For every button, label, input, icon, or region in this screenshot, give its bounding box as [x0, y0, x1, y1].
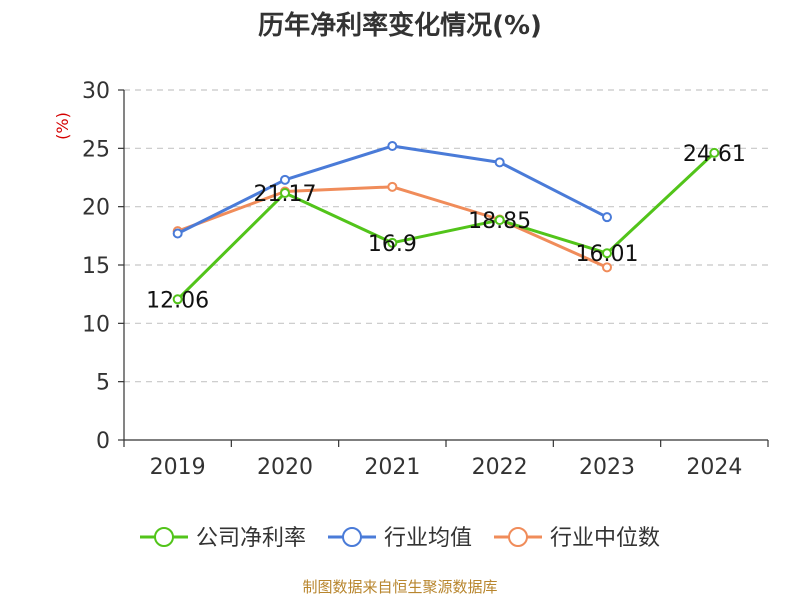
data-point	[387, 181, 398, 192]
data-point	[172, 294, 183, 305]
series	[172, 141, 720, 305]
x-tick-label: 2024	[686, 455, 742, 480]
x-tick-label: 2020	[257, 455, 313, 480]
y-tick-label: 30	[82, 79, 110, 104]
data-point	[280, 174, 290, 185]
legend-swatch-marker	[342, 527, 362, 547]
y-tick-label: 10	[82, 312, 110, 337]
chart-title: 历年净利率变化情况(%)	[258, 10, 542, 41]
y-tick-label: 5	[96, 371, 110, 396]
y-tick-label: 0	[96, 429, 110, 454]
legend-item: 公司净利率	[140, 526, 306, 551]
y-tick-label: 20	[82, 196, 110, 221]
axes: 0 5 10 15 20 25 30 2019 2020 2021 2022 2023 2024	[82, 79, 769, 480]
source-note: 制图数据来自恒生聚源数据库	[302, 578, 497, 596]
y-tick-label: 25	[82, 137, 110, 162]
data-point	[602, 212, 612, 223]
y-tick-label: 15	[82, 254, 110, 279]
data-label: 12.06	[146, 288, 209, 313]
legend-label: 公司净利率	[196, 526, 306, 551]
data-point	[494, 215, 505, 226]
data-labels: 12.06 21.17 16.9 18.85 16.01 24.61	[146, 142, 746, 313]
legend-swatch-marker	[508, 527, 528, 547]
data-label: 16.01	[576, 242, 639, 267]
x-tick-label: 2023	[579, 455, 635, 480]
data-point	[387, 141, 398, 151]
data-label: 24.61	[683, 142, 746, 167]
legend-item: 行业均值	[328, 526, 472, 551]
series-line	[176, 151, 716, 301]
legend-label: 行业中位数	[550, 526, 660, 551]
legend: 公司净利率 行业均值 行业中位数	[140, 526, 660, 551]
data-point	[172, 228, 183, 239]
x-tick-label: 2022	[472, 455, 528, 480]
data-label: 18.85	[468, 209, 531, 234]
data-point	[602, 262, 612, 273]
legend-item: 行业中位数	[494, 526, 660, 551]
x-tick-label: 2021	[364, 455, 420, 480]
data-label: 21.17	[254, 182, 317, 207]
data-point	[709, 147, 720, 158]
data-point	[280, 188, 290, 199]
data-point	[387, 237, 398, 248]
x-tick-label: 2019	[150, 455, 206, 480]
data-point	[494, 157, 505, 168]
grid	[124, 89, 768, 383]
data-label: 16.9	[368, 232, 417, 257]
y-axis-unit-label: (%)	[53, 112, 72, 140]
legend-label: 行业均值	[384, 526, 472, 551]
data-point	[602, 248, 612, 259]
legend-swatch-marker	[154, 527, 174, 547]
